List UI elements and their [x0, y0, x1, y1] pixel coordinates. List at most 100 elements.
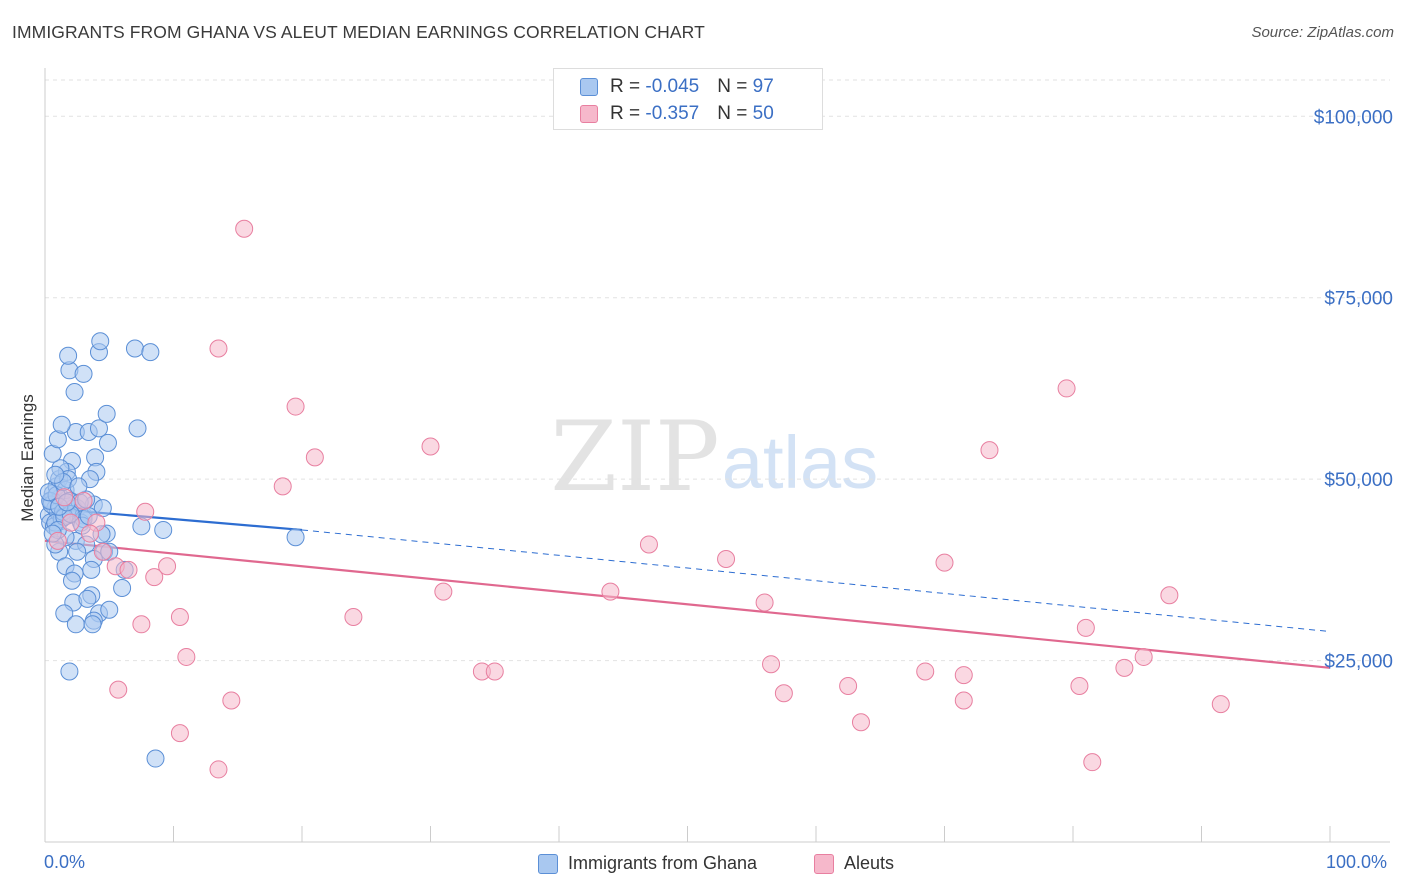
- aleut-point: [1057, 379, 1076, 398]
- ghana-point: [74, 364, 93, 383]
- x-tick-label-min: 0.0%: [44, 852, 86, 872]
- source-note: Source: ZipAtlas.com: [1251, 24, 1394, 41]
- ghana-point: [46, 465, 65, 484]
- r-value: -0.357: [645, 103, 700, 124]
- n-value: 50: [752, 103, 774, 124]
- ghana-point: [52, 415, 71, 434]
- aleut-point: [222, 691, 241, 710]
- aleut-point: [1134, 647, 1153, 666]
- aleut-point: [80, 524, 99, 543]
- aleut-point: [158, 557, 177, 576]
- aleut-point: [639, 535, 658, 554]
- watermark: ZIP atlas: [550, 401, 878, 513]
- aleut-point: [286, 397, 305, 416]
- aleut-point: [55, 488, 74, 507]
- ghana-point: [141, 343, 160, 362]
- y-tick-label: $50,000: [1324, 470, 1393, 491]
- ghana-point: [62, 571, 81, 590]
- aleut-point: [935, 553, 954, 572]
- ghana-swatch: [580, 78, 598, 96]
- r-label: R =: [610, 76, 646, 97]
- trend-line-extension: [301, 529, 1331, 633]
- r-value: -0.045: [645, 76, 700, 97]
- aleut-point: [1211, 695, 1230, 714]
- aleut-point: [980, 441, 999, 460]
- ghana-point: [154, 520, 173, 539]
- n-value: 97: [752, 76, 774, 97]
- aleut-point: [170, 608, 189, 627]
- aleut-point: [74, 491, 93, 510]
- chart-title: IMMIGRANTS FROM GHANA VS ALEUT MEDIAN EA…: [12, 22, 705, 42]
- n-label: N =: [717, 103, 753, 124]
- aleut-point: [48, 531, 67, 550]
- trend-line: [44, 539, 1331, 669]
- ghana-point: [98, 433, 117, 452]
- data-points: [39, 219, 1230, 779]
- ghana-point: [128, 419, 147, 438]
- ghana-point: [60, 662, 79, 681]
- ghana-point: [78, 589, 97, 608]
- watermark-zip: ZIP: [550, 401, 719, 513]
- aleut-point: [954, 666, 973, 685]
- ghana-point: [146, 749, 165, 768]
- aleut-point: [273, 477, 292, 496]
- ghana-point: [55, 604, 74, 623]
- grid-lines: [45, 79, 1390, 662]
- stats-legend: R = -0.045 N = 97 R = -0.357 N = 50: [553, 68, 823, 130]
- legend-label: Immigrants from Ghana: [568, 853, 758, 873]
- ghana-point: [97, 404, 116, 423]
- ghana-swatch: [538, 854, 558, 874]
- aleut-point: [119, 560, 138, 579]
- ghana-point: [125, 339, 144, 358]
- aleut-point: [485, 662, 504, 681]
- aleut-point: [305, 448, 324, 467]
- aleut-point: [1083, 753, 1102, 772]
- ghana-point: [286, 528, 305, 547]
- stats-text: R = -0.045 N = 97: [610, 76, 774, 98]
- ghana-point: [83, 615, 102, 634]
- x-tick-label-max: 100.0%: [1326, 852, 1388, 872]
- series-legend: Immigrants from Ghana Aleuts: [0, 852, 1406, 876]
- aleut-point: [93, 542, 112, 561]
- y-tick-label: $100,000: [1314, 107, 1393, 128]
- aleut-point: [916, 662, 935, 681]
- trend-lines: [44, 507, 1331, 669]
- ghana-point: [39, 483, 58, 502]
- aleut-point: [839, 676, 858, 695]
- aleut-point: [421, 437, 440, 456]
- ghana-point: [66, 615, 85, 634]
- r-label: R =: [610, 103, 646, 124]
- aleut-point: [1076, 618, 1095, 637]
- aleuts-swatch: [580, 105, 598, 123]
- aleut-point: [132, 615, 151, 634]
- ghana-point: [91, 332, 110, 351]
- ghana-point: [65, 383, 84, 402]
- aleut-point: [851, 713, 870, 732]
- aleut-point: [1070, 676, 1089, 695]
- aleut-point: [235, 219, 254, 238]
- legend-label: Aleuts: [844, 853, 895, 873]
- aleut-point: [762, 655, 781, 674]
- stats-text: R = -0.357 N = 50: [610, 103, 774, 125]
- aleut-point: [434, 582, 453, 601]
- aleut-point: [1115, 658, 1134, 677]
- aleut-point: [755, 593, 774, 612]
- ghana-point: [113, 579, 132, 597]
- aleut-point: [170, 724, 189, 743]
- aleuts-swatch: [814, 854, 834, 874]
- ghana-point: [82, 560, 101, 579]
- watermark-atlas: atlas: [722, 421, 878, 504]
- y-tick-label: $25,000: [1324, 652, 1393, 673]
- aleut-point: [61, 513, 80, 532]
- aleut-point: [954, 691, 973, 710]
- n-label: N =: [717, 76, 753, 97]
- y-tick-labels: $25,000 $50,000 $75,000 $100,000: [1314, 107, 1393, 672]
- aleut-point: [177, 647, 196, 666]
- aleut-point: [344, 608, 363, 627]
- ghana-point: [68, 542, 87, 561]
- y-tick-label: $75,000: [1324, 289, 1393, 310]
- ghana-point: [100, 600, 119, 619]
- aleut-point: [136, 502, 155, 521]
- aleut-point: [774, 684, 793, 703]
